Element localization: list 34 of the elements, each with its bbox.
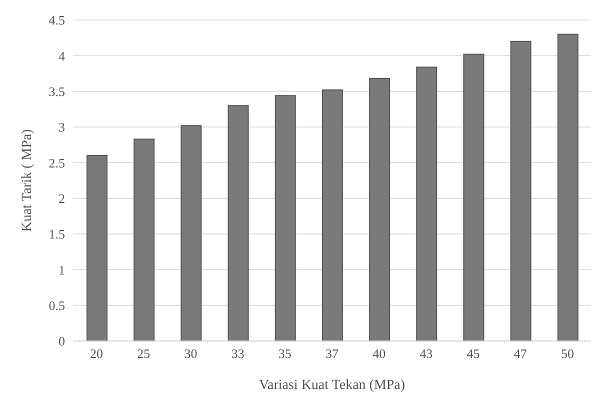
y-tick-label: 3 (58, 120, 65, 135)
x-tick-label: 20 (90, 346, 104, 362)
bar (180, 125, 202, 341)
y-tick-label: 0.5 (48, 298, 65, 313)
x-tick-label: 33 (231, 346, 244, 362)
x-tick-label: 47 (514, 346, 528, 362)
x-tick-label: 37 (326, 346, 339, 362)
x-tick-label: 40 (372, 346, 386, 362)
y-tick-label: 4 (58, 48, 66, 64)
bar (274, 95, 296, 341)
bar (134, 138, 155, 341)
x-tick-label: 43 (420, 346, 433, 362)
bar (86, 155, 108, 341)
bar (416, 66, 438, 341)
bar (463, 54, 484, 341)
y-tick-label: 3.5 (48, 84, 65, 99)
x-tick-label: 45 (466, 346, 480, 362)
y-tick-label: 4.5 (48, 12, 65, 28)
y-axis-title: Kuat Tarik ( MPa) (20, 128, 35, 232)
y-tick-label: 1 (58, 262, 65, 278)
y-tick-label: 0 (58, 334, 65, 349)
x-axis-title: Variasi Kuat Tekan (MPa) (258, 378, 406, 393)
y-tick-label: 2.5 (48, 155, 65, 170)
x-tick-label: 30 (184, 346, 198, 362)
bar (228, 105, 249, 341)
y-tick-label: 1.5 (48, 226, 65, 242)
bar (557, 34, 578, 341)
bar (510, 40, 532, 341)
x-tick-label: 25 (137, 346, 150, 362)
bar (322, 89, 343, 341)
bar (369, 78, 390, 341)
y-tick-label: 2 (58, 190, 65, 206)
x-tick-label: 50 (560, 346, 574, 362)
x-tick-label: 35 (278, 346, 292, 362)
